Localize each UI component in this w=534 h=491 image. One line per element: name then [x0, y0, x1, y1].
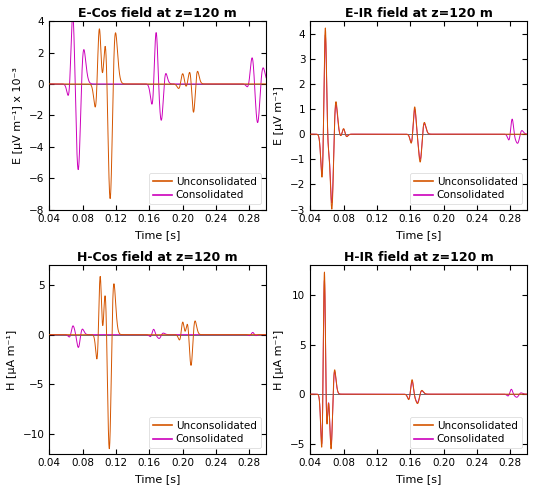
Y-axis label: E [μV m⁻¹]: E [μV m⁻¹] — [274, 86, 285, 145]
Title: H-Cos field at z=120 m: H-Cos field at z=120 m — [77, 251, 238, 264]
Y-axis label: E [μV m⁻¹] x 10⁻³: E [μV m⁻¹] x 10⁻³ — [13, 67, 23, 164]
Y-axis label: H [μA m⁻¹]: H [μA m⁻¹] — [7, 329, 17, 389]
Legend: Unconsolidated, Consolidated: Unconsolidated, Consolidated — [410, 417, 522, 448]
X-axis label: Time [s]: Time [s] — [396, 230, 441, 240]
Y-axis label: H [μA m⁻¹]: H [μA m⁻¹] — [274, 329, 285, 389]
X-axis label: Time [s]: Time [s] — [135, 230, 180, 240]
Legend: Unconsolidated, Consolidated: Unconsolidated, Consolidated — [410, 173, 522, 204]
X-axis label: Time [s]: Time [s] — [396, 474, 441, 484]
Title: H-IR field at z=120 m: H-IR field at z=120 m — [344, 251, 493, 264]
Legend: Unconsolidated, Consolidated: Unconsolidated, Consolidated — [149, 173, 261, 204]
X-axis label: Time [s]: Time [s] — [135, 474, 180, 484]
Legend: Unconsolidated, Consolidated: Unconsolidated, Consolidated — [149, 417, 261, 448]
Title: E-IR field at z=120 m: E-IR field at z=120 m — [344, 7, 492, 20]
Title: E-Cos field at z=120 m: E-Cos field at z=120 m — [78, 7, 237, 20]
